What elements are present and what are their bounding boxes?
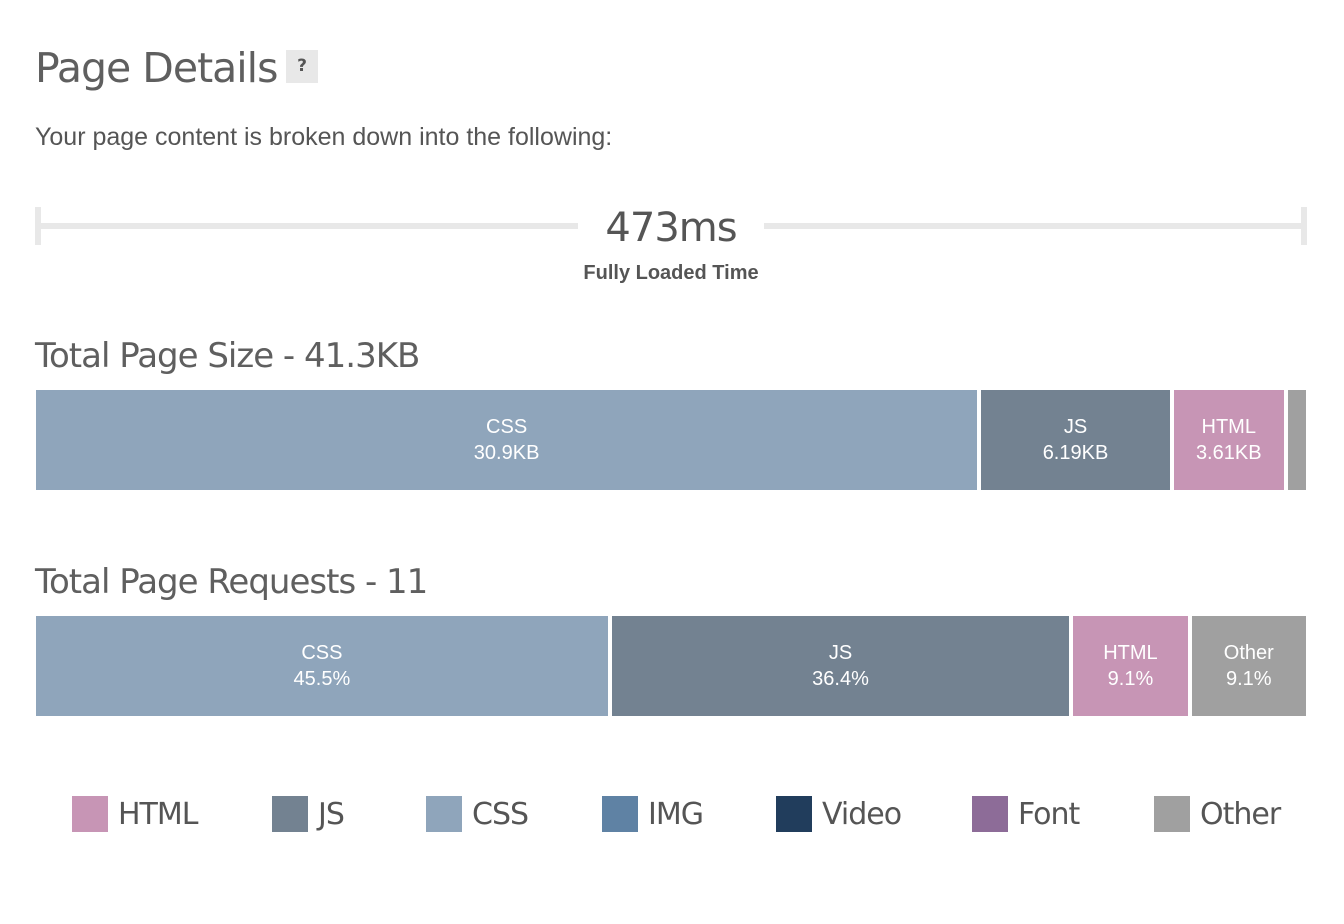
legend-label: IMG xyxy=(648,796,704,832)
fully-loaded-time-value: 473ms xyxy=(605,205,737,251)
legend-label: Font xyxy=(1018,796,1080,832)
page-subtitle: Your page content is broken down into th… xyxy=(35,123,613,151)
segment-label: HTML xyxy=(1201,416,1256,438)
legend-swatch xyxy=(776,796,812,832)
legend-label: JS xyxy=(318,796,345,832)
legend-label: Video xyxy=(822,796,902,832)
help-button[interactable]: ? xyxy=(286,50,318,83)
segment-value: 36.4% xyxy=(812,668,869,690)
segment-value: 9.1% xyxy=(1226,668,1272,690)
segment-value: 3.61KB xyxy=(1195,442,1262,464)
page-title: Page Details xyxy=(35,44,278,92)
segment-label: CSS xyxy=(301,642,343,664)
legend-label: HTML xyxy=(118,796,198,832)
legend-label: Other xyxy=(1200,796,1281,832)
timeline-end-cap xyxy=(1301,207,1307,245)
page-size-bar: CSS 30.9KB JS 6.19KB HTML 3.61KB xyxy=(36,390,1306,490)
segment-value: 6.19KB xyxy=(1042,442,1109,464)
fully-loaded-time-label: Fully Loaded Time xyxy=(583,262,759,284)
timeline-line-left xyxy=(35,223,578,229)
legend-swatch xyxy=(1154,796,1190,832)
segment-value: 45.5% xyxy=(293,668,351,690)
size-segment-html: HTML 3.61KB xyxy=(1173,390,1284,490)
segment-label: HTML xyxy=(1103,642,1158,664)
legend-swatch xyxy=(972,796,1008,832)
segment-label: JS xyxy=(828,642,853,664)
page-requests-bar: CSS 45.5% JS 36.4% HTML 9.1% Other 9.1% xyxy=(36,616,1306,716)
requests-segment-css: CSS 45.5% xyxy=(36,616,608,716)
legend-item-html: HTML xyxy=(72,796,198,832)
legend-swatch xyxy=(426,796,462,832)
segment-label: Other xyxy=(1223,642,1274,664)
total-page-requests-title: Total Page Requests - 11 xyxy=(35,562,428,602)
segment-label: CSS xyxy=(486,416,528,438)
total-page-size-title: Total Page Size - 41.3KB xyxy=(35,336,420,376)
legend-item-video: Video xyxy=(776,796,902,832)
legend-swatch xyxy=(272,796,308,832)
requests-segment-js: JS 36.4% xyxy=(611,616,1070,716)
legend-item-css: CSS xyxy=(426,796,529,832)
size-segment-js: JS 6.19KB xyxy=(981,390,1170,490)
fully-loaded-timeline: 473ms xyxy=(35,205,1307,251)
timeline-line-right xyxy=(764,223,1307,229)
size-segment-css: CSS 30.9KB xyxy=(36,390,978,490)
legend-item-js: JS xyxy=(272,796,345,832)
segment-value: 9.1% xyxy=(1107,668,1154,690)
segment-value: 30.9KB xyxy=(473,442,540,464)
requests-segment-html: HTML 9.1% xyxy=(1073,616,1188,716)
segment-label: JS xyxy=(1063,416,1088,438)
legend-swatch xyxy=(72,796,108,832)
legend-item-img: IMG xyxy=(602,796,704,832)
requests-segment-other: Other 9.1% xyxy=(1191,616,1306,716)
size-segment-other xyxy=(1287,390,1306,490)
legend-swatch xyxy=(602,796,638,832)
legend-label: CSS xyxy=(472,796,529,832)
legend-item-other: Other xyxy=(1154,796,1281,832)
legend-item-font: Font xyxy=(972,796,1080,832)
